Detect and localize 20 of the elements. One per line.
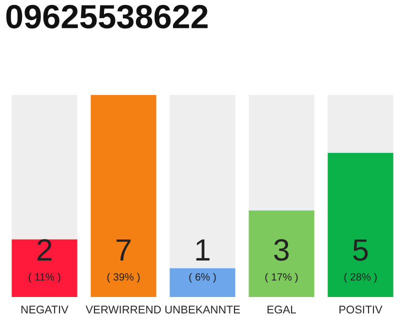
bar [12, 239, 78, 297]
x-tick-label: VERWIRREND [86, 306, 161, 314]
bar [328, 95, 394, 153]
data-label: 7 ( 39% ) [107, 239, 140, 283]
data-label: 1 ( 6% ) [189, 239, 216, 283]
x-tick-label: EGAL [268, 306, 296, 314]
bar [248, 210, 314, 297]
chart-title: 09625538622 [6, 4, 208, 29]
x-tick-label: UNBEKANNTE [165, 306, 240, 314]
bar [12, 95, 78, 240]
bar [170, 95, 236, 268]
bar [90, 95, 156, 297]
bar [248, 95, 314, 210]
x-tick-label: NEGATIV [21, 306, 68, 314]
x-tick-label: POSITIV [339, 306, 382, 314]
data-label: 3 ( 17% ) [265, 239, 298, 283]
data-label: 2 ( 11% ) [28, 239, 60, 283]
data-label: 5 ( 28% ) [344, 239, 377, 283]
bar [328, 152, 394, 297]
bar [170, 268, 236, 297]
